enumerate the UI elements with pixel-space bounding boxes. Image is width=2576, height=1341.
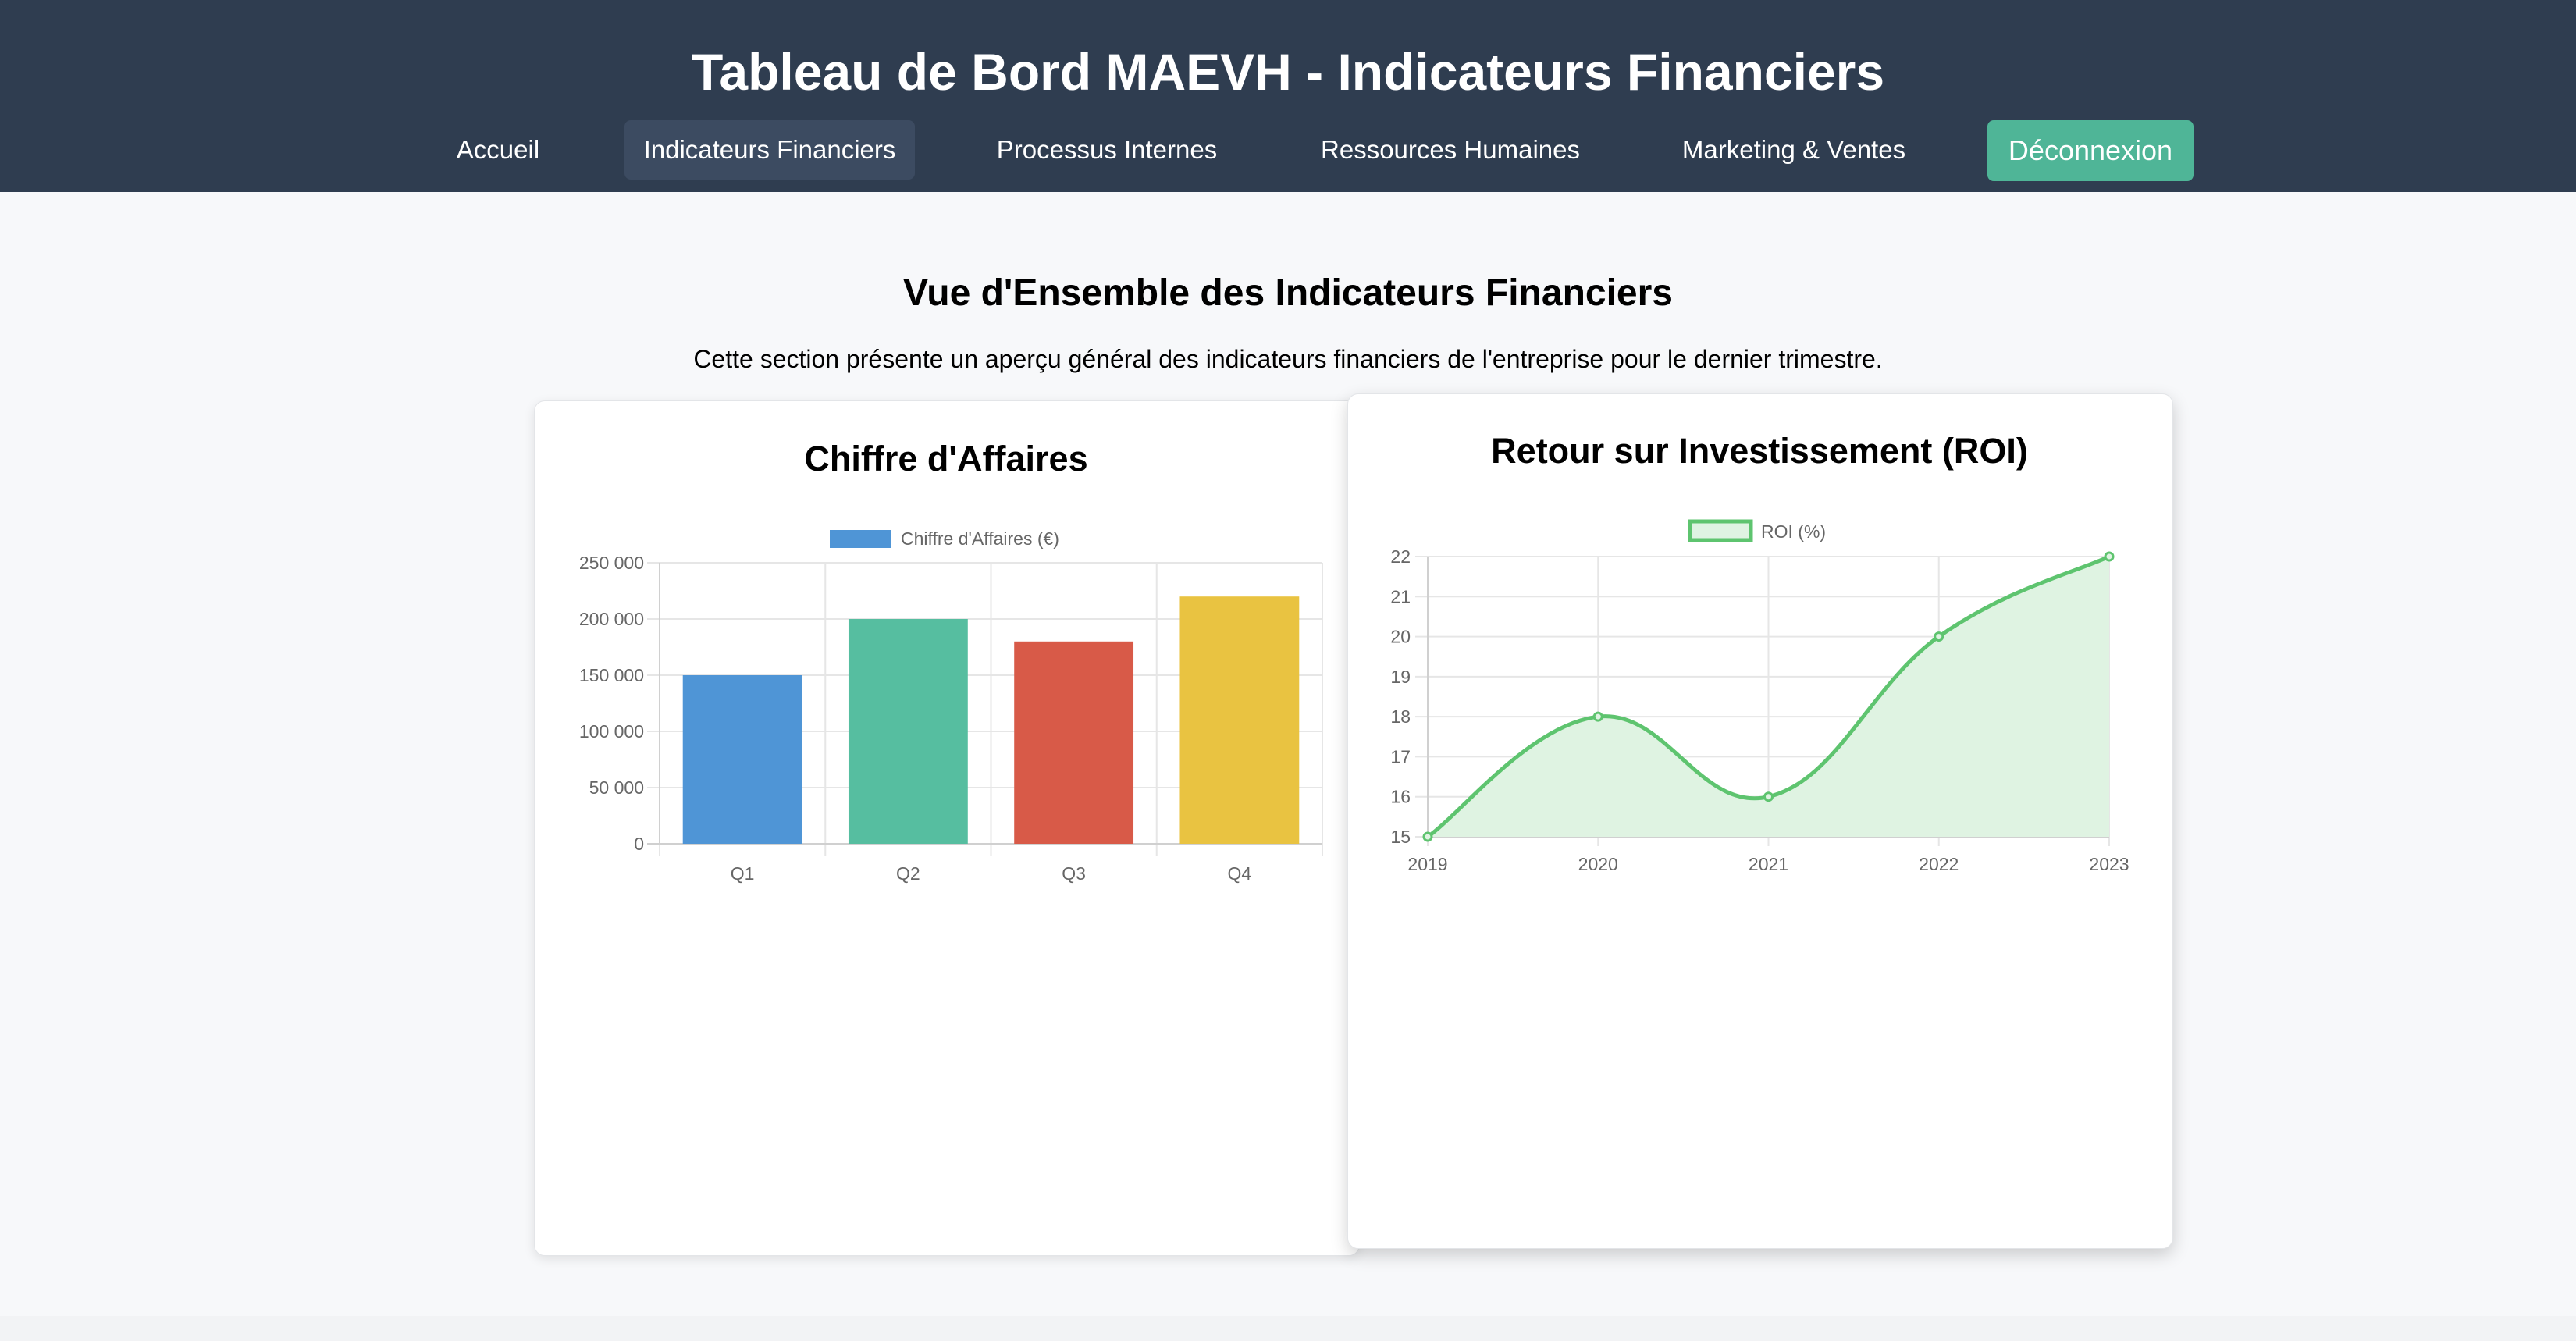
revenue-bar-chart: 0 50 000 100 000 150 000 200 000 250 000 Q1 Q2 Q…	[579, 528, 1323, 884]
legend-swatch	[1688, 519, 1753, 542]
chart-legend: Chiffre d'Affaires (€)	[830, 528, 1059, 549]
section-description: Cette section présente un aperçu général…	[693, 345, 1883, 373]
nav-item-ressources-humaines[interactable]: Ressources Humaines	[1321, 135, 1580, 164]
nav-item-accueil[interactable]: Accueil	[456, 135, 540, 164]
y-tick-label: 50 000	[589, 777, 644, 798]
roi-point-2019	[1422, 831, 1433, 842]
y-tick-label: 150 000	[579, 665, 644, 685]
chart-legend: ROI (%)	[1688, 519, 1826, 542]
roi-point-2020	[1592, 711, 1603, 722]
section-title: Vue d'Ensemble des Indicateurs Financier…	[903, 272, 1673, 314]
y-tick-label: 16	[1390, 787, 1411, 807]
y-tick-label: 0	[634, 834, 644, 854]
x-tick-label: 2022	[1919, 854, 1959, 874]
x-tick-label: 2019	[1407, 854, 1447, 874]
y-tick-label: 22	[1390, 546, 1411, 567]
y-tick-label: 200 000	[579, 609, 644, 629]
page-footer-strip	[0, 1316, 2576, 1341]
roi-chart-title: Retour sur Investissement (ROI)	[1491, 431, 2028, 471]
nav-item-processus-internes[interactable]: Processus Internes	[996, 135, 1218, 164]
x-tick-label: 2020	[1578, 854, 1618, 874]
y-tick-label: 15	[1390, 827, 1411, 847]
y-tick-label: 100 000	[579, 721, 644, 742]
bar-q1	[682, 675, 802, 844]
y-tick-label: 18	[1390, 706, 1411, 727]
y-tick-label: 250 000	[579, 553, 644, 573]
app-title: Tableau de Bord MAEVH - Indicateurs Fina…	[691, 43, 1885, 101]
x-tick-label: Q4	[1228, 863, 1252, 884]
nav-item-marketing-ventes[interactable]: Marketing & Ventes	[1681, 135, 1906, 164]
x-tick-label: Q3	[1062, 863, 1086, 884]
x-tick-label: 2023	[2089, 854, 2129, 874]
roi-point-2022	[1934, 631, 1944, 642]
x-tick-label: Q1	[731, 863, 755, 884]
bar-q3	[1014, 641, 1134, 844]
roi-point-2021	[1763, 791, 1774, 802]
legend-swatch	[830, 530, 891, 548]
nav-item-indicateurs-financiers[interactable]: Indicateurs Financiers	[624, 120, 915, 180]
logout-button[interactable]: Déconnexion	[1987, 120, 2194, 181]
roi-point-2023	[2104, 551, 2115, 562]
y-tick-label: 17	[1390, 746, 1411, 767]
legend-label: Chiffre d'Affaires (€)	[901, 528, 1059, 549]
revenue-chart-title: Chiffre d'Affaires	[804, 439, 1088, 478]
top-header: Tableau de Bord MAEVH - Indicateurs Fina…	[0, 0, 2576, 192]
y-tick-label: 21	[1390, 586, 1411, 606]
bar-q2	[848, 619, 968, 844]
y-tick-label: 20	[1390, 627, 1411, 647]
y-tick-label: 19	[1390, 667, 1411, 687]
bar-q4	[1179, 596, 1300, 844]
x-tick-label: 2021	[1749, 854, 1788, 874]
roi-area-fill	[1428, 557, 2109, 837]
legend-label: ROI (%)	[1761, 521, 1826, 542]
x-tick-label: Q2	[896, 863, 920, 884]
